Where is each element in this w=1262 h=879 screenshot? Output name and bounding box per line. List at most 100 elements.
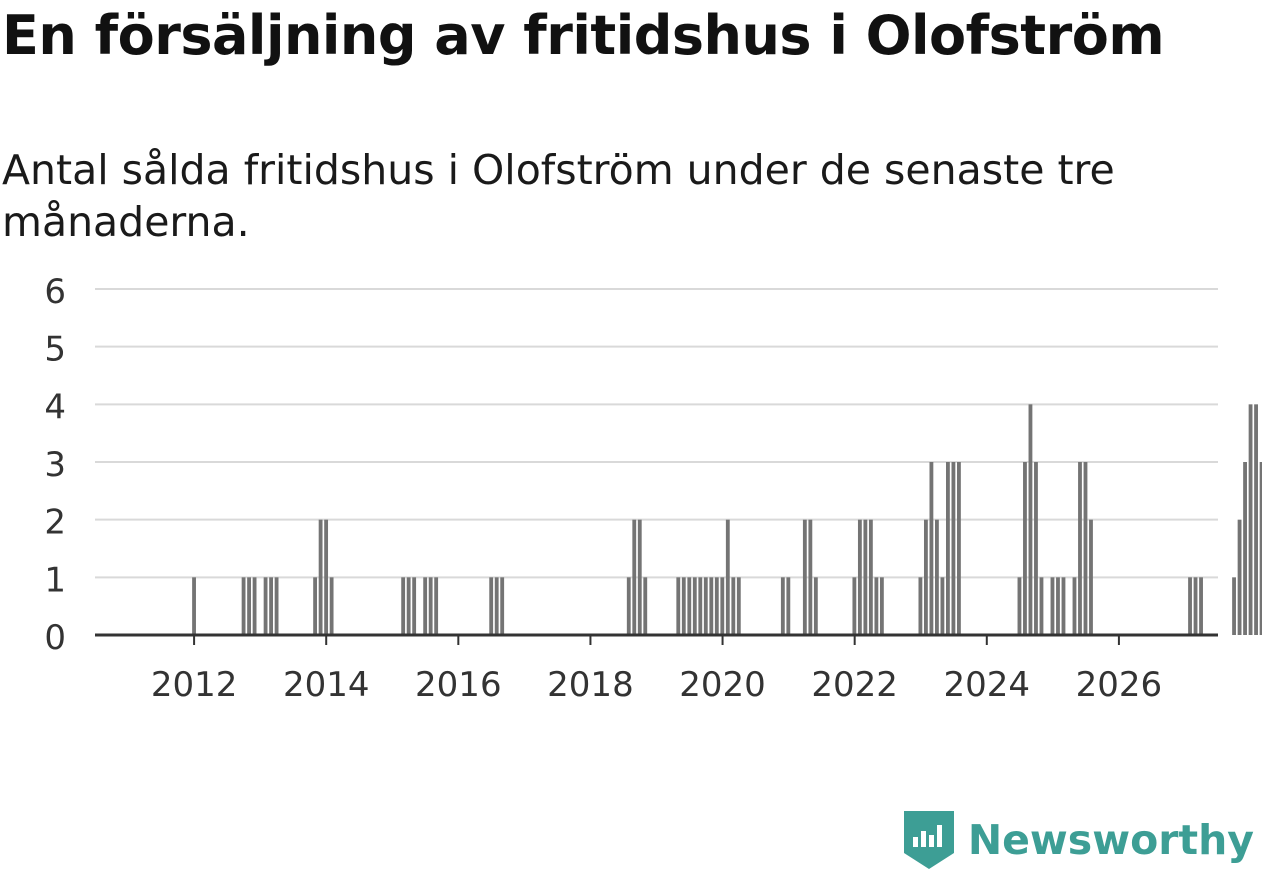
gridlines	[95, 288, 1218, 579]
bar	[923, 519, 928, 635]
y-tick-label: 2	[44, 503, 66, 543]
bar	[1259, 462, 1262, 635]
bar	[802, 519, 807, 635]
y-tick-label: 3	[44, 445, 66, 485]
bar	[874, 577, 879, 635]
bar	[879, 577, 884, 635]
x-tick-label: 2026	[1076, 665, 1163, 705]
bar	[1017, 577, 1022, 635]
bar	[1193, 577, 1198, 635]
bar	[687, 577, 692, 635]
bar	[643, 577, 648, 635]
bar	[951, 462, 956, 635]
y-tick-label: 0	[44, 618, 66, 658]
bar	[192, 577, 196, 635]
bar	[247, 577, 251, 635]
bar	[401, 577, 406, 635]
bar	[626, 577, 631, 635]
bar	[808, 519, 813, 635]
bar-chart: 0 1 2 3 4 5 6 2012 2014 2016 2018 2020 2022 2024 2026…	[44, 272, 1262, 705]
bar	[269, 577, 273, 635]
y-axis-ticks: 0 1 2 3 4 5 6	[44, 272, 66, 658]
bar	[868, 519, 873, 635]
x-tick-label: 2018	[547, 665, 634, 705]
x-tick-label: 2020	[679, 665, 766, 705]
chart-title: En försäljning av fritidshus i Olofström	[2, 4, 1165, 67]
bar	[1072, 577, 1077, 635]
bar	[263, 577, 268, 635]
bar	[406, 577, 411, 635]
bar	[241, 577, 246, 635]
bar	[1248, 404, 1253, 635]
bar	[1061, 577, 1066, 635]
x-tick-label: 2022	[811, 665, 898, 705]
bar	[852, 577, 857, 635]
bar	[1188, 577, 1192, 635]
bar	[324, 519, 329, 635]
bar	[274, 577, 279, 635]
bar	[863, 519, 868, 635]
y-tick-label: 4	[44, 387, 66, 427]
bar	[676, 577, 681, 635]
y-tick-label: 6	[44, 272, 66, 312]
bar	[714, 577, 719, 635]
bar	[946, 462, 950, 635]
bar	[1023, 462, 1027, 635]
bar	[632, 519, 637, 635]
bar	[252, 577, 257, 635]
bar	[329, 577, 334, 635]
x-tick-label: 2012	[151, 665, 238, 705]
bar	[412, 577, 417, 635]
x-tick-label: 2014	[283, 665, 370, 705]
bar	[1243, 462, 1247, 635]
bar	[703, 577, 708, 635]
bar	[736, 577, 741, 635]
x-tick-label: 2024	[944, 665, 1031, 705]
bar	[731, 577, 736, 635]
bar	[1254, 404, 1258, 635]
brand-logo: Newsworthy	[903, 811, 1254, 869]
bar	[698, 577, 703, 635]
bar	[725, 519, 730, 635]
bar	[1050, 577, 1055, 635]
x-tick-label: 2016	[415, 665, 502, 705]
bar	[1078, 462, 1082, 635]
bar	[929, 462, 934, 635]
y-tick-label: 1	[44, 560, 66, 600]
y-tick-label: 5	[44, 330, 66, 370]
bar	[1083, 462, 1088, 635]
bar	[1199, 577, 1203, 635]
bars	[192, 404, 1262, 635]
bar	[494, 577, 499, 635]
bar	[709, 577, 714, 635]
bar	[813, 577, 818, 635]
bar	[940, 577, 945, 635]
bar	[423, 577, 428, 635]
bar	[918, 577, 923, 635]
bar	[1089, 519, 1093, 635]
bar	[720, 577, 725, 635]
bar	[313, 577, 318, 635]
chart-subtitle: Antal sålda fritidshus i Olofström under…	[2, 146, 1115, 246]
bar	[935, 519, 939, 635]
bar	[786, 577, 791, 635]
bar	[1056, 577, 1060, 635]
bar	[489, 577, 494, 635]
brand-name: Newsworthy	[967, 816, 1254, 864]
bar	[434, 577, 439, 635]
bar	[1039, 577, 1044, 635]
bar	[428, 577, 433, 635]
bar	[1034, 462, 1038, 635]
bar	[1232, 577, 1236, 635]
bar	[1237, 519, 1242, 635]
bar	[780, 577, 785, 635]
bar	[681, 577, 686, 635]
bar	[692, 577, 697, 635]
bar	[637, 519, 642, 635]
bar	[1028, 404, 1033, 635]
x-axis-ticks: 2012 2014 2016 2018 2020 2022 2024 2026	[151, 635, 1162, 705]
bar	[957, 462, 961, 635]
bar	[318, 519, 323, 635]
newsworthy-logo-icon	[903, 811, 954, 869]
bar	[500, 577, 505, 635]
